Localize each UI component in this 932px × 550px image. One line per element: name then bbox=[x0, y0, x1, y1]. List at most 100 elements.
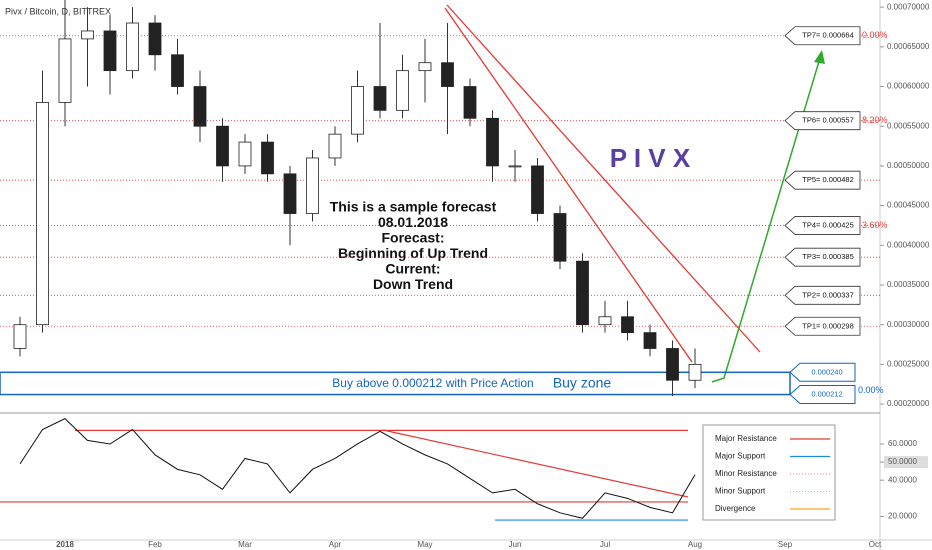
forecast-line: 08.01.2018 bbox=[378, 214, 448, 230]
buy-zone-label: Buy zone bbox=[553, 375, 612, 391]
y-tick-label: 0.00025000 bbox=[887, 359, 930, 368]
x-tick-label: 2018 bbox=[56, 540, 74, 549]
candle-body bbox=[441, 62, 454, 87]
fib-label: 0.00% bbox=[862, 30, 888, 40]
level-label: TP7= 0.000664 bbox=[802, 31, 854, 40]
level-tag bbox=[784, 285, 861, 305]
y-tick-label: 0.00045000 bbox=[887, 201, 930, 210]
candle-body bbox=[193, 86, 207, 127]
fib-label: 0.00% bbox=[858, 385, 884, 395]
candle-body bbox=[36, 102, 49, 326]
level-label: TP4= 0.000425 bbox=[802, 220, 854, 229]
y-tick-label: 0.00055000 bbox=[887, 121, 930, 130]
forecast-line: Beginning of Up Trend bbox=[338, 245, 488, 261]
legend-label: Minor Resistance bbox=[715, 469, 777, 478]
candle-body bbox=[103, 30, 117, 72]
y-tick-label: 0.00020000 bbox=[887, 399, 930, 408]
fib-label: 8.20% bbox=[862, 115, 888, 125]
forecast-line: Down Trend bbox=[373, 276, 453, 292]
level-label: TP3= 0.000385 bbox=[802, 252, 854, 261]
x-tick-label: Apr bbox=[329, 540, 342, 549]
forecast-line: Forecast: bbox=[381, 230, 444, 246]
candle-body bbox=[576, 260, 589, 326]
candle-body bbox=[238, 141, 252, 167]
buy-zone bbox=[0, 371, 791, 396]
y-tick-label: 60.0000 bbox=[888, 439, 917, 448]
tick-box bbox=[884, 456, 928, 469]
y-tick-label: 0.00030000 bbox=[887, 320, 930, 329]
level-tag bbox=[784, 26, 861, 46]
level-tag bbox=[784, 316, 861, 336]
candle-body bbox=[351, 86, 364, 135]
y-tick-label: 40.0000 bbox=[888, 475, 917, 484]
y-tick-label: 0.00035000 bbox=[887, 280, 930, 289]
legend-label: Major Support bbox=[715, 452, 766, 461]
candle-body bbox=[81, 30, 94, 40]
candle-body bbox=[666, 348, 679, 381]
chart-title: Pivx / Bitcoin, D, BITTREX bbox=[5, 6, 111, 16]
candle-body bbox=[643, 332, 657, 349]
candle-body bbox=[463, 86, 477, 119]
candle-body bbox=[283, 173, 297, 214]
level-label: TP5= 0.000482 bbox=[802, 175, 854, 184]
forecast-line: Current: bbox=[385, 261, 440, 277]
level-label: TP1= 0.000298 bbox=[802, 321, 854, 330]
buy-text: Buy above 0.000212 with Price Action bbox=[332, 376, 533, 390]
candle-body bbox=[396, 70, 409, 111]
y-tick-label: 0.00070000 bbox=[887, 2, 930, 11]
x-tick-label: May bbox=[417, 540, 432, 549]
zone-tag bbox=[789, 385, 856, 405]
candle-body bbox=[486, 117, 499, 167]
candle-body bbox=[328, 133, 342, 159]
candle-body bbox=[688, 363, 702, 381]
legend-label: Major Resistance bbox=[715, 434, 777, 443]
x-tick-label: Mar bbox=[238, 540, 252, 549]
x-tick-label: Jul bbox=[600, 540, 610, 549]
x-tick-label: Sep bbox=[778, 540, 793, 549]
level-tag bbox=[784, 111, 861, 131]
trend-line bbox=[446, 4, 761, 353]
y-tick-label: 20.0000 bbox=[888, 512, 917, 521]
legend-box bbox=[702, 424, 836, 521]
zone-tag bbox=[789, 362, 856, 382]
candle-body bbox=[171, 54, 184, 87]
candle-body bbox=[306, 157, 319, 214]
level-tag bbox=[784, 170, 861, 190]
x-tick-label: Feb bbox=[148, 540, 162, 549]
candle-body bbox=[373, 86, 387, 111]
arrow-head bbox=[814, 50, 825, 64]
fib-label: 3.60% bbox=[862, 220, 888, 230]
rsi-trend-line bbox=[382, 429, 689, 498]
candle-body bbox=[418, 62, 432, 72]
y-tick-label: 0.00060000 bbox=[887, 82, 930, 91]
candle-body bbox=[508, 165, 522, 168]
y-tick-label: 0.00050000 bbox=[887, 161, 930, 170]
candle-body bbox=[126, 22, 139, 72]
candle-body bbox=[598, 316, 612, 326]
legend-label: Divergence bbox=[715, 504, 756, 513]
y-tick-label: 0.00040000 bbox=[887, 240, 930, 249]
x-tick-label: Oct bbox=[869, 540, 882, 549]
candle-body bbox=[148, 22, 162, 56]
zone-label: 0.000212 bbox=[811, 390, 842, 399]
level-tag bbox=[784, 247, 861, 267]
candle-body bbox=[261, 141, 274, 175]
forecast-arrow bbox=[711, 57, 821, 383]
level-tag bbox=[784, 216, 861, 235]
candle-body bbox=[13, 324, 27, 349]
candle-body bbox=[216, 125, 229, 167]
legend-label: Minor Support bbox=[715, 487, 766, 496]
x-tick-label: Jun bbox=[509, 540, 522, 549]
trend-line bbox=[444, 7, 693, 363]
x-tick-label: Aug bbox=[688, 540, 702, 549]
candle-body bbox=[553, 213, 567, 262]
forecast-line: This is a sample forecast bbox=[330, 199, 497, 215]
candle-body bbox=[531, 165, 544, 214]
y-tick-label: 50.0000 bbox=[888, 457, 917, 466]
y-tick-label: 0.00065000 bbox=[887, 42, 930, 51]
candle-body bbox=[58, 38, 72, 103]
level-label: TP6= 0.000557 bbox=[802, 116, 854, 125]
brand: P I V X bbox=[610, 143, 691, 173]
rsi-line bbox=[19, 418, 696, 519]
